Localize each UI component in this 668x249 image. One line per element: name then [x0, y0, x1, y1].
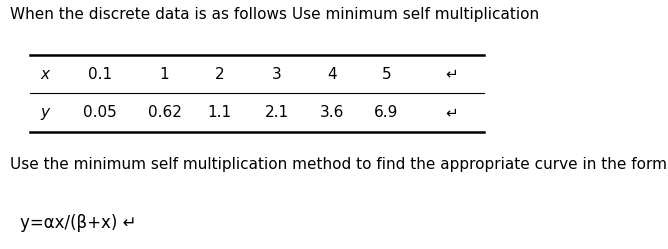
Text: 1: 1 — [160, 66, 170, 82]
Text: 0.1: 0.1 — [88, 66, 112, 82]
Text: ↵: ↵ — [445, 105, 458, 120]
Text: 2.1: 2.1 — [265, 105, 289, 120]
Text: 5: 5 — [381, 66, 391, 82]
Text: Use the minimum self multiplication method to find the appropriate curve in the : Use the minimum self multiplication meth… — [10, 157, 668, 172]
Text: 0.05: 0.05 — [83, 105, 117, 120]
Text: 1.1: 1.1 — [207, 105, 232, 120]
Text: 0.62: 0.62 — [148, 105, 182, 120]
Text: 2: 2 — [214, 66, 224, 82]
Text: y=αx/(β+x) ↵: y=αx/(β+x) ↵ — [20, 214, 136, 232]
Text: 4: 4 — [327, 66, 337, 82]
Text: ↵: ↵ — [445, 66, 458, 82]
Text: When the discrete data is as follows Use minimum self multiplication: When the discrete data is as follows Use… — [10, 7, 539, 22]
Text: x: x — [40, 66, 49, 82]
Text: 3.6: 3.6 — [319, 105, 344, 120]
Text: 6.9: 6.9 — [374, 105, 399, 120]
Text: y: y — [40, 105, 49, 120]
Text: 3: 3 — [272, 66, 282, 82]
